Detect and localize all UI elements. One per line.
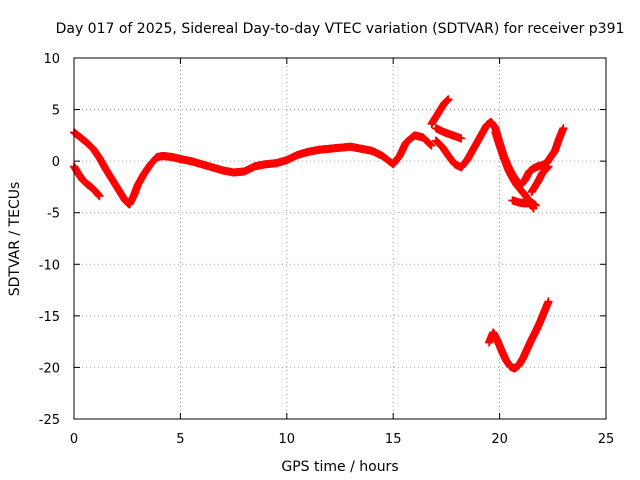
x-tick-label: 20 bbox=[491, 432, 508, 447]
chart-title: Day 017 of 2025, Sidereal Day-to-day VTE… bbox=[56, 21, 625, 37]
y-tick-label: 0 bbox=[52, 155, 60, 170]
series-track-a bbox=[70, 128, 436, 209]
plot-frame bbox=[73, 57, 607, 420]
series-track-d bbox=[431, 124, 466, 143]
data-point bbox=[427, 141, 436, 150]
data-point bbox=[95, 192, 104, 201]
x-tick-label: 10 bbox=[279, 432, 296, 447]
y-tick-label: -10 bbox=[39, 258, 60, 273]
y-tick-labels: -25 -20 -15 -10 -5 0 5 10 bbox=[39, 52, 60, 428]
x-tick-label: 5 bbox=[176, 432, 184, 447]
x-axis-title: GPS time / hours bbox=[281, 459, 398, 475]
y-tick-label: -25 bbox=[39, 413, 60, 428]
data-point bbox=[544, 297, 553, 306]
y-tick-label: 5 bbox=[52, 104, 60, 119]
grid-lines bbox=[74, 58, 606, 419]
y-axis-title: SDTVAR / TECUs bbox=[7, 182, 23, 297]
y-tick-label: -5 bbox=[47, 207, 60, 222]
x-tick-labels: 0 5 10 15 20 25 bbox=[70, 432, 614, 447]
data-point bbox=[457, 134, 466, 143]
x-tick-label: 15 bbox=[385, 432, 402, 447]
data-point bbox=[544, 162, 553, 171]
x-tick-label: 0 bbox=[70, 432, 78, 447]
y-tick-label: -20 bbox=[39, 361, 60, 376]
y-tick-label: 10 bbox=[43, 52, 60, 67]
data-point bbox=[531, 201, 540, 210]
data-point bbox=[444, 95, 453, 104]
x-tick-label: 25 bbox=[598, 432, 615, 447]
data-point bbox=[559, 124, 568, 133]
series-track-h bbox=[527, 162, 553, 197]
axis-ticks bbox=[73, 57, 607, 420]
series-track-i bbox=[484, 297, 553, 373]
series-track-c bbox=[427, 95, 453, 129]
series-track-g bbox=[508, 196, 540, 210]
series-track-b bbox=[70, 162, 104, 201]
y-tick-label: -15 bbox=[39, 310, 60, 325]
data-points bbox=[70, 95, 568, 373]
